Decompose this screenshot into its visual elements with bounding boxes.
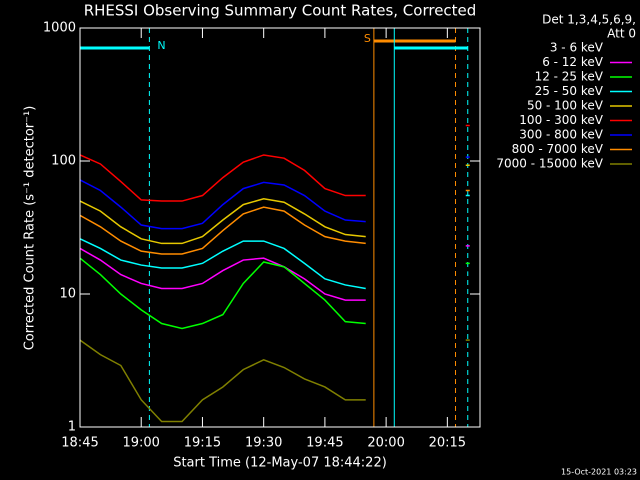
legend-label: 7000 - 15000 keV (496, 157, 603, 171)
series-line (79, 124, 470, 202)
series-line (79, 194, 470, 290)
series-line (79, 156, 470, 230)
y-tick-label: 1000 (43, 21, 76, 36)
y-tick-label: 10 (59, 287, 76, 302)
series-line (79, 189, 470, 255)
legend-title: Att 0 (607, 27, 636, 41)
x-tick-label: 19:30 (245, 436, 282, 451)
x-tick-label: 19:45 (306, 436, 343, 451)
legend-label: 12 - 25 keV (535, 70, 604, 84)
legend-title: Det 1,3,4,5,6,9, (542, 13, 636, 27)
y-axis-label: Corrected Count Rate (s⁻¹ detector⁻¹) (23, 106, 38, 351)
x-tick-label: 19:15 (184, 436, 221, 451)
legend-label: 25 - 50 keV (535, 84, 604, 98)
footer: 15-Oct-2021 03:23 (561, 468, 637, 477)
interval-label: S (364, 32, 371, 45)
legend-label: 6 - 12 keV (542, 55, 604, 69)
x-tick-label: 20:00 (367, 436, 404, 451)
interval-label: N (157, 39, 165, 52)
chart-title: RHESSI Observing Summary Count Rates, Co… (84, 2, 477, 20)
y-tick-label: 100 (51, 154, 76, 169)
series-line (79, 266, 470, 356)
plot-frame (79, 27, 481, 428)
x-tick-label: 19:00 (122, 436, 159, 451)
series-line (79, 245, 470, 301)
series-line (79, 339, 470, 423)
series-line (79, 257, 470, 330)
legend-label: 300 - 800 keV (519, 128, 603, 142)
legend-label: 3 - 6 keV (550, 41, 604, 55)
x-axis-label: Start Time (12-May-07 18:44:22) (173, 456, 387, 471)
legend-label: 800 - 7000 keV (512, 142, 604, 156)
x-tick-label: 20:15 (429, 436, 466, 451)
y-tick-label: 1 (68, 420, 76, 435)
series-line (79, 164, 470, 245)
x-tick-label: 18:45 (61, 436, 98, 451)
legend-label: 100 - 300 keV (519, 113, 603, 127)
legend-label: 50 - 100 keV (527, 99, 604, 113)
